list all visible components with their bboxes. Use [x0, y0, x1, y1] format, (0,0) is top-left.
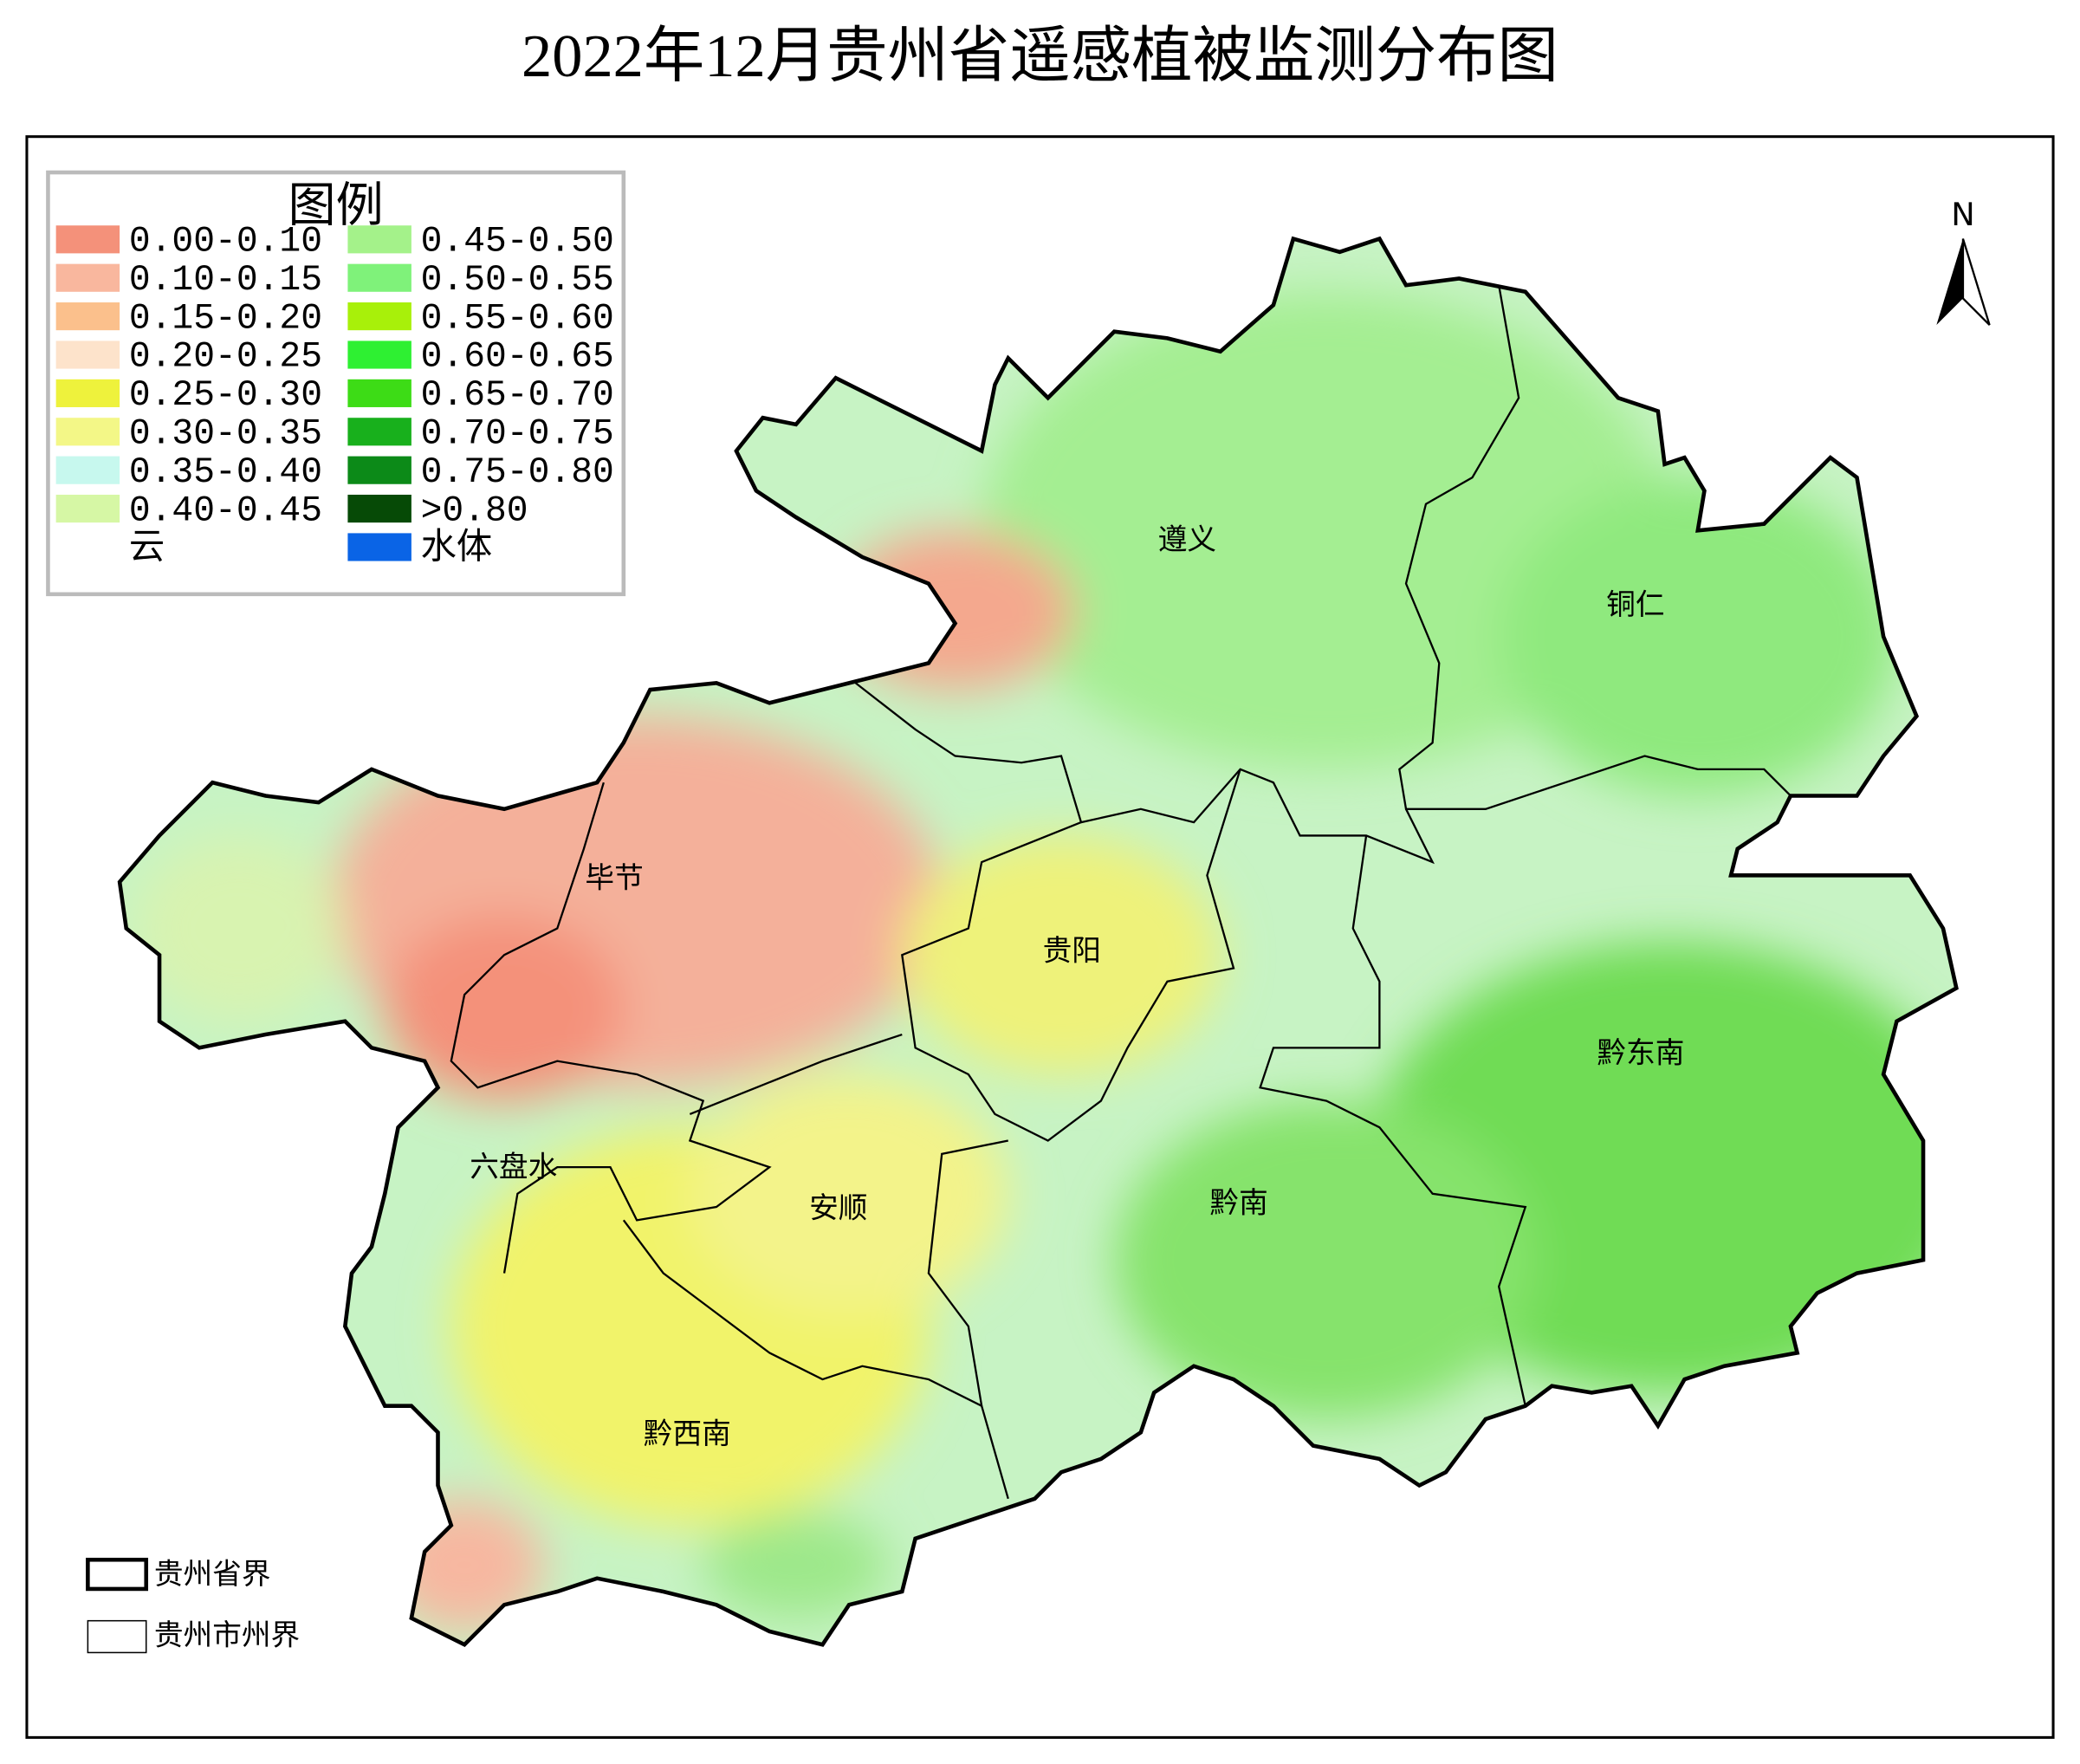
- region-label: 毕节: [585, 860, 643, 894]
- map-frame: [25, 135, 2055, 1739]
- legend-swatch: [55, 340, 120, 369]
- legend-label: 水体: [421, 529, 493, 570]
- legend-label: 0.50-0.55: [421, 261, 614, 301]
- legend-label: 0.00-0.10: [129, 223, 322, 263]
- legend-label: 0.10-0.15: [129, 261, 322, 301]
- region-label: 遵义: [1158, 522, 1216, 556]
- region-label: 黔西南: [644, 1417, 731, 1450]
- legend-label: 0.30-0.35: [129, 415, 322, 455]
- legend-label: 0.65-0.70: [421, 376, 614, 416]
- legend-swatch: [55, 302, 120, 331]
- legend-title: 图例: [288, 177, 384, 232]
- legend-swatch: [347, 533, 411, 561]
- prefecture-boundaries: [450, 284, 1792, 1500]
- legend-swatch: [347, 340, 411, 369]
- legend-swatch: [347, 494, 411, 523]
- legend-swatch: [55, 225, 120, 254]
- north-label: N: [1951, 196, 1974, 233]
- legend-swatch: [55, 379, 120, 407]
- map-title: 2022年12月贵州省遥感植被监测分布图: [522, 23, 1558, 90]
- prefecture-boundary-swatch: [87, 1619, 147, 1654]
- legend-label: 0.45-0.50: [421, 223, 614, 263]
- legend-label: 0.70-0.75: [421, 415, 614, 455]
- boundary-label: 贵州市州界: [154, 1618, 300, 1652]
- legend-swatch: [347, 379, 411, 407]
- legend-label: 云: [129, 530, 165, 570]
- legend-label: 0.15-0.20: [129, 299, 322, 339]
- legend-label: >0.80: [421, 491, 528, 531]
- legend-label: 0.20-0.25: [129, 338, 322, 378]
- legend-swatch: [347, 456, 411, 484]
- legend: 图例 0.00-0.100.10-0.150.15-0.200.20-0.250…: [46, 170, 626, 597]
- legend-swatch: [55, 494, 120, 523]
- legend-swatch: [347, 418, 411, 446]
- legend-swatch: [347, 225, 411, 254]
- legend-label: 0.60-0.65: [421, 338, 614, 378]
- boundary-label: 贵州省界: [154, 1557, 271, 1591]
- boundary-legend: 贵州省界 贵州市州界: [86, 1557, 300, 1654]
- region-label: 铜仁: [1606, 587, 1664, 621]
- region-label: 黔南: [1209, 1185, 1267, 1219]
- legend-swatch: [347, 302, 411, 331]
- legend-swatch: [55, 533, 120, 561]
- legend-label: 0.25-0.30: [129, 376, 322, 416]
- north-arrow: N: [1936, 196, 1991, 326]
- legend-label: 0.75-0.80: [421, 453, 614, 493]
- legend-label: 0.40-0.45: [129, 491, 322, 531]
- region-label: 安顺: [809, 1191, 867, 1225]
- legend-label: 0.55-0.60: [421, 299, 614, 339]
- legend-label: 0.35-0.40: [129, 453, 322, 493]
- region-label: 贵阳: [1043, 934, 1101, 968]
- region-label: 六盘水: [470, 1150, 557, 1184]
- legend-swatch: [347, 263, 411, 292]
- region-label: 黔东南: [1597, 1036, 1684, 1070]
- province-boundary-swatch: [86, 1557, 149, 1592]
- legend-box: [46, 170, 626, 597]
- legend-swatch: [55, 456, 120, 484]
- vegetation-raster: [120, 238, 1957, 1645]
- legend-swatch: [55, 263, 120, 292]
- legend-swatch: [55, 418, 120, 446]
